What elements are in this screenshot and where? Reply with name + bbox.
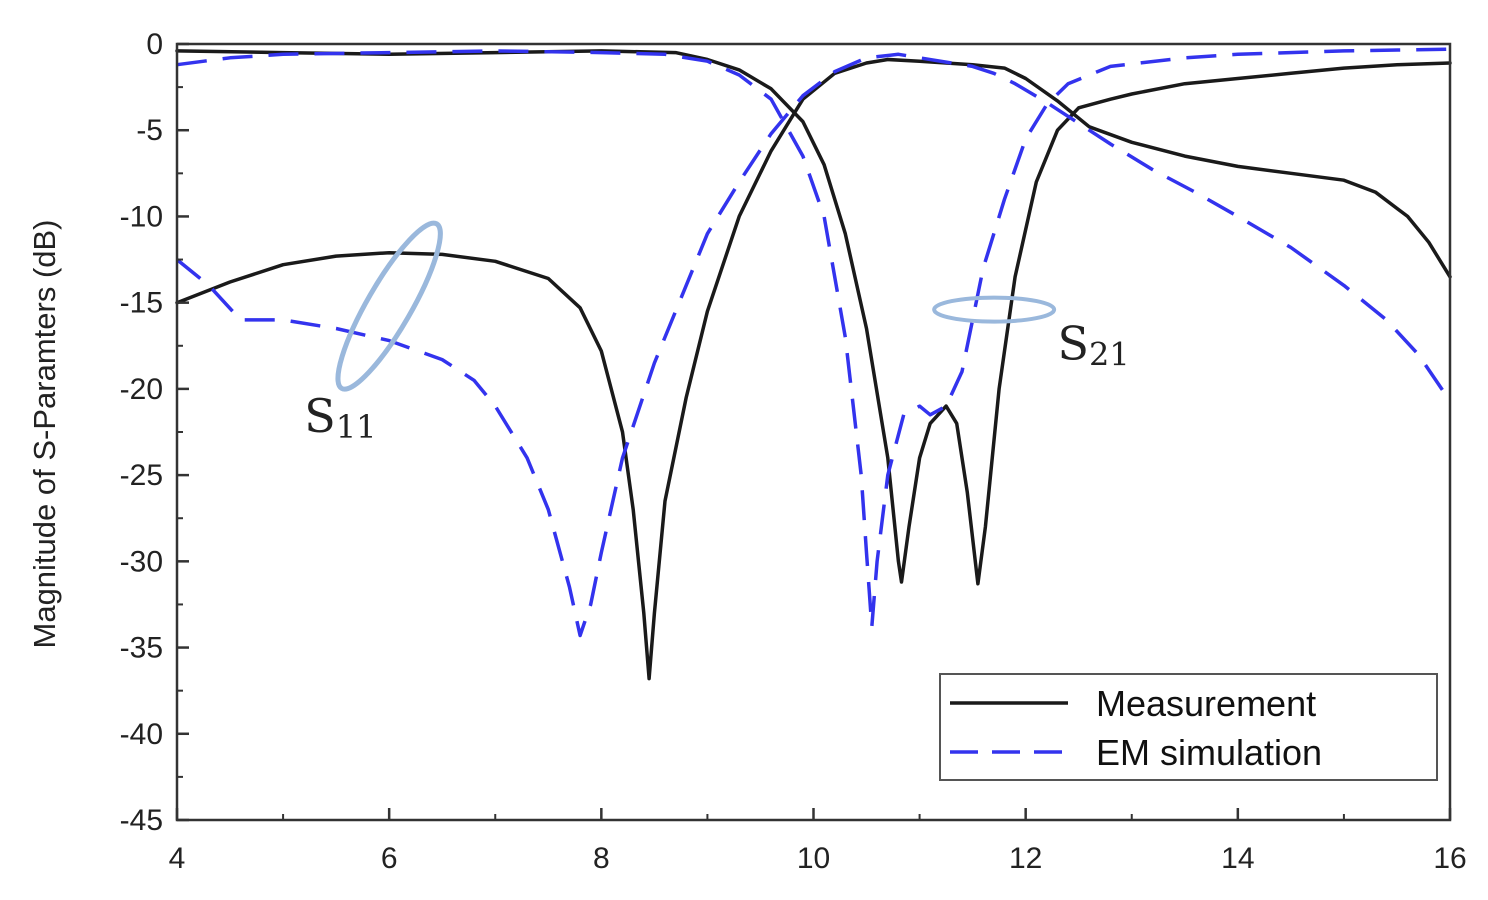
y-axis-title: Magnitude of S-Paramters (dB): [27, 219, 62, 648]
legend-label-measurement: Measurement: [1096, 683, 1316, 724]
y-tick-label: -5: [136, 114, 163, 147]
x-tick-label: 12: [1009, 842, 1042, 875]
x-tick-label: 14: [1221, 842, 1254, 875]
annotations: S11 S21: [304, 220, 1130, 446]
y-tick-label: -15: [120, 287, 163, 320]
y-axis-title-text: Magnitude of S-Paramters (dB): [27, 219, 62, 648]
y-tick-label: 0: [146, 28, 163, 61]
series-line-measurement-s11: [175, 57, 1452, 681]
y-axis: 0 -5 -10 -15 -20 -25 -30 -35 -40 -45: [120, 28, 189, 837]
series-line-em-simulation-s11: [175, 52, 1452, 638]
x-tick-label: 8: [593, 842, 610, 875]
annotation-ellipse-s11: [335, 220, 443, 392]
plot-marks: [175, 47, 1452, 681]
y-tick-label: -20: [120, 373, 163, 406]
legend-box: [939, 673, 1438, 781]
y-tick-label: -10: [120, 200, 163, 233]
x-tick-label: 6: [381, 842, 398, 875]
y-tick-label: -45: [120, 804, 163, 837]
legend: Measurement EM simulation: [939, 673, 1438, 781]
y-tick-label: -30: [120, 545, 163, 578]
y-tick-label: -35: [120, 632, 163, 665]
x-tick-label: 10: [797, 842, 830, 875]
x-tick-label: 16: [1433, 842, 1466, 875]
y-tick-label: -40: [120, 718, 163, 751]
annotation-label-s21: S21: [1057, 317, 1129, 374]
series-line-measurement-s21: [175, 49, 1452, 586]
y-tick-label: -25: [120, 459, 163, 492]
annotation-ellipse-s21: [932, 295, 1057, 324]
x-tick-label: 4: [169, 842, 186, 875]
x-axis: 4 6 8 10 12 14 16: [169, 808, 1467, 875]
legend-label-em-simulation: EM simulation: [1096, 732, 1322, 773]
series-line-em-simulation-s21: [176, 47, 1451, 629]
annotation-label-s11: S11: [304, 389, 376, 446]
